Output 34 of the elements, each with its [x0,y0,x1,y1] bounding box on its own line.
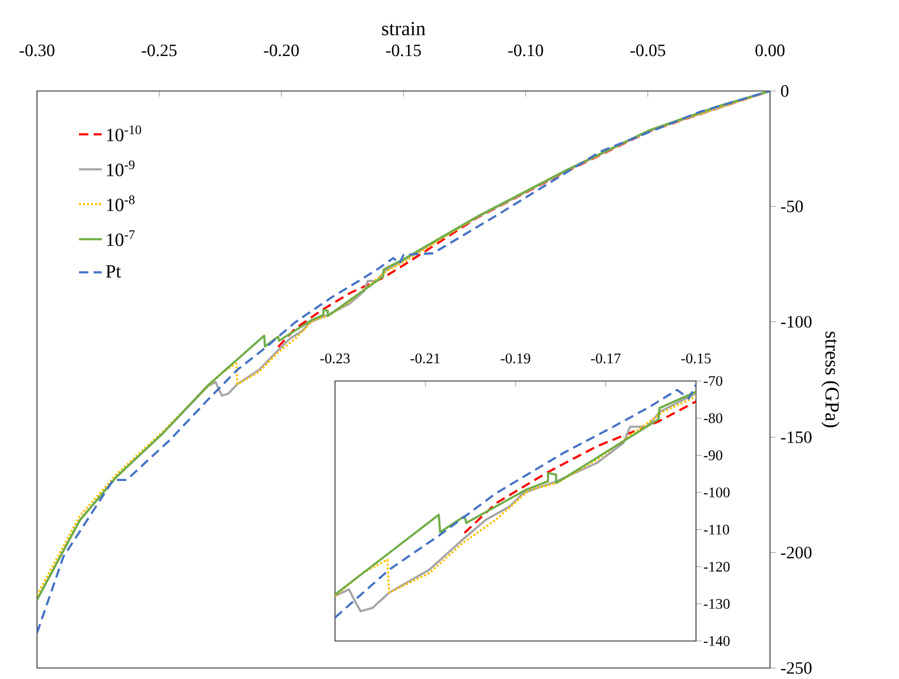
x-tick-label: -0.23 [320,353,350,364]
legend-label: 10$^{-10}$ [107,125,142,142]
y-axis-title: stress (GPa) [821,332,840,428]
legend-label: 10$^{-7}$ [107,230,135,246]
x-tick-label: -0.30 [20,44,54,56]
legend-label: 10$^{-9}$ [107,160,135,176]
y-tick-label: -110 [704,524,730,535]
y-tick-label: -50 [781,200,803,212]
x-tick-label: -0.20 [264,44,299,56]
y-tick-label: -100 [781,316,812,328]
legend-label: Pt [106,265,121,278]
y-tick-label: 0 [781,85,788,97]
y-tick-label: -150 [781,431,812,444]
x-tick-label: -0.21 [410,353,440,364]
y-tick-label: -80 [704,413,722,424]
legend-label: 10$^{-8}$ [107,195,135,212]
x-tick-label: -0.15 [386,44,421,56]
x-tick-label: -0.19 [500,353,530,364]
y-tick-label: -200 [781,546,812,558]
y-tick-label: -70 [704,376,722,386]
y-tick-label: -90 [704,450,722,460]
x-tick-label: -0.17 [591,353,621,364]
x-tick-label: 0.00 [756,44,785,56]
y-tick-label: -250 [781,662,812,674]
y-tick-label: -100 [704,487,730,498]
x-tick-label: -0.10 [508,44,544,56]
x-tick-label: -0.05 [630,44,666,56]
y-tick-label: -130 [704,598,730,609]
x-tick-label: -0.15 [681,353,711,364]
x-tick-label: -0.25 [142,44,177,56]
line-series [463,400,696,534]
y-tick-label: -120 [704,562,730,572]
y-tick-label: -140 [704,636,730,646]
x-axis-title: strain [382,22,426,36]
